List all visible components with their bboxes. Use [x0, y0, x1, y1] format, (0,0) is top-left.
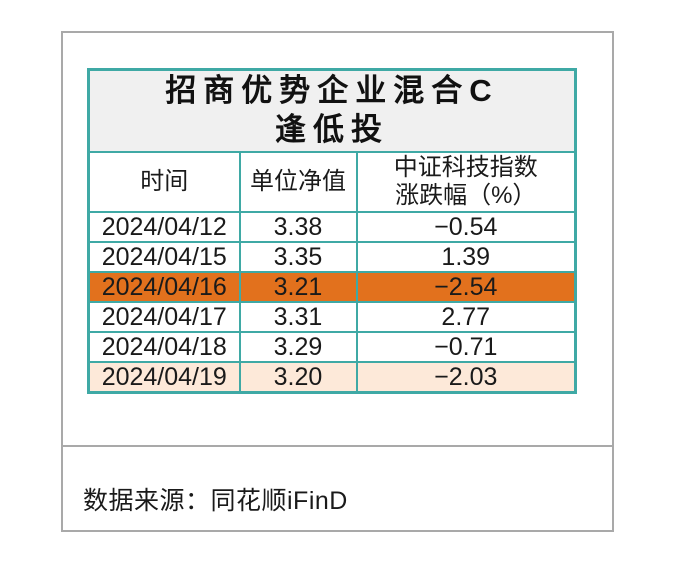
cell-nav: 3.21 — [238, 271, 358, 303]
table-row: 2024/04/12 3.38 −0.54 — [87, 211, 577, 243]
cell-nav: 3.35 — [238, 241, 358, 273]
table-title-row: 招商优势企业混合C 逢低投 — [87, 68, 577, 153]
table-row: 2024/04/17 3.31 2.77 — [87, 301, 577, 333]
column-header-time: 时间 — [87, 151, 241, 213]
table-title-line1: 招商优势企业混合C — [165, 73, 499, 109]
cell-index-change: −2.54 — [355, 271, 577, 303]
column-header-index-line1: 中证科技指数 — [393, 154, 538, 182]
table-row-highlighted-orange: 2024/04/16 3.21 −2.54 — [87, 271, 577, 303]
data-source-note: 数据来源：同花顺iFinD — [83, 487, 348, 515]
fund-data-card: 招商优势企业混合C 逢低投 时间 单位净值 中证科技指数 涨跌幅（%） 2024… — [61, 31, 614, 532]
cell-date: 2024/04/15 — [87, 241, 241, 273]
cell-index-change: −0.71 — [355, 331, 577, 363]
cell-date: 2024/04/12 — [87, 211, 241, 243]
cell-date: 2024/04/16 — [87, 271, 241, 303]
cell-date: 2024/04/19 — [87, 361, 241, 394]
table-title: 招商优势企业混合C 逢低投 — [87, 68, 577, 153]
cell-index-change: 2.77 — [355, 301, 577, 333]
table-header-row: 时间 单位净值 中证科技指数 涨跌幅（%） — [87, 151, 577, 213]
table-title-line2: 逢低投 — [275, 112, 389, 147]
cell-index-change: −0.54 — [355, 211, 577, 243]
column-header-index-line2: 涨跌幅（%） — [395, 182, 537, 209]
fund-nav-table: 招商优势企业混合C 逢低投 时间 单位净值 中证科技指数 涨跌幅（%） 2024… — [87, 68, 578, 394]
table-row: 2024/04/15 3.35 1.39 — [87, 241, 577, 273]
column-header-index-change: 中证科技指数 涨跌幅（%） — [355, 151, 577, 213]
cell-date: 2024/04/17 — [87, 301, 241, 333]
cell-nav: 3.29 — [238, 331, 358, 363]
card-divider-line — [61, 445, 614, 447]
cell-date: 2024/04/18 — [87, 331, 241, 363]
cell-nav: 3.38 — [238, 211, 358, 243]
cell-nav: 3.20 — [238, 361, 358, 394]
column-header-nav: 单位净值 — [238, 151, 358, 213]
cell-index-change: 1.39 — [355, 241, 577, 273]
table-row: 2024/04/18 3.29 −0.71 — [87, 331, 577, 363]
cell-nav: 3.31 — [238, 301, 358, 333]
table-row-highlighted-peach: 2024/04/19 3.20 −2.03 — [87, 361, 577, 394]
cell-index-change: −2.03 — [355, 361, 577, 394]
